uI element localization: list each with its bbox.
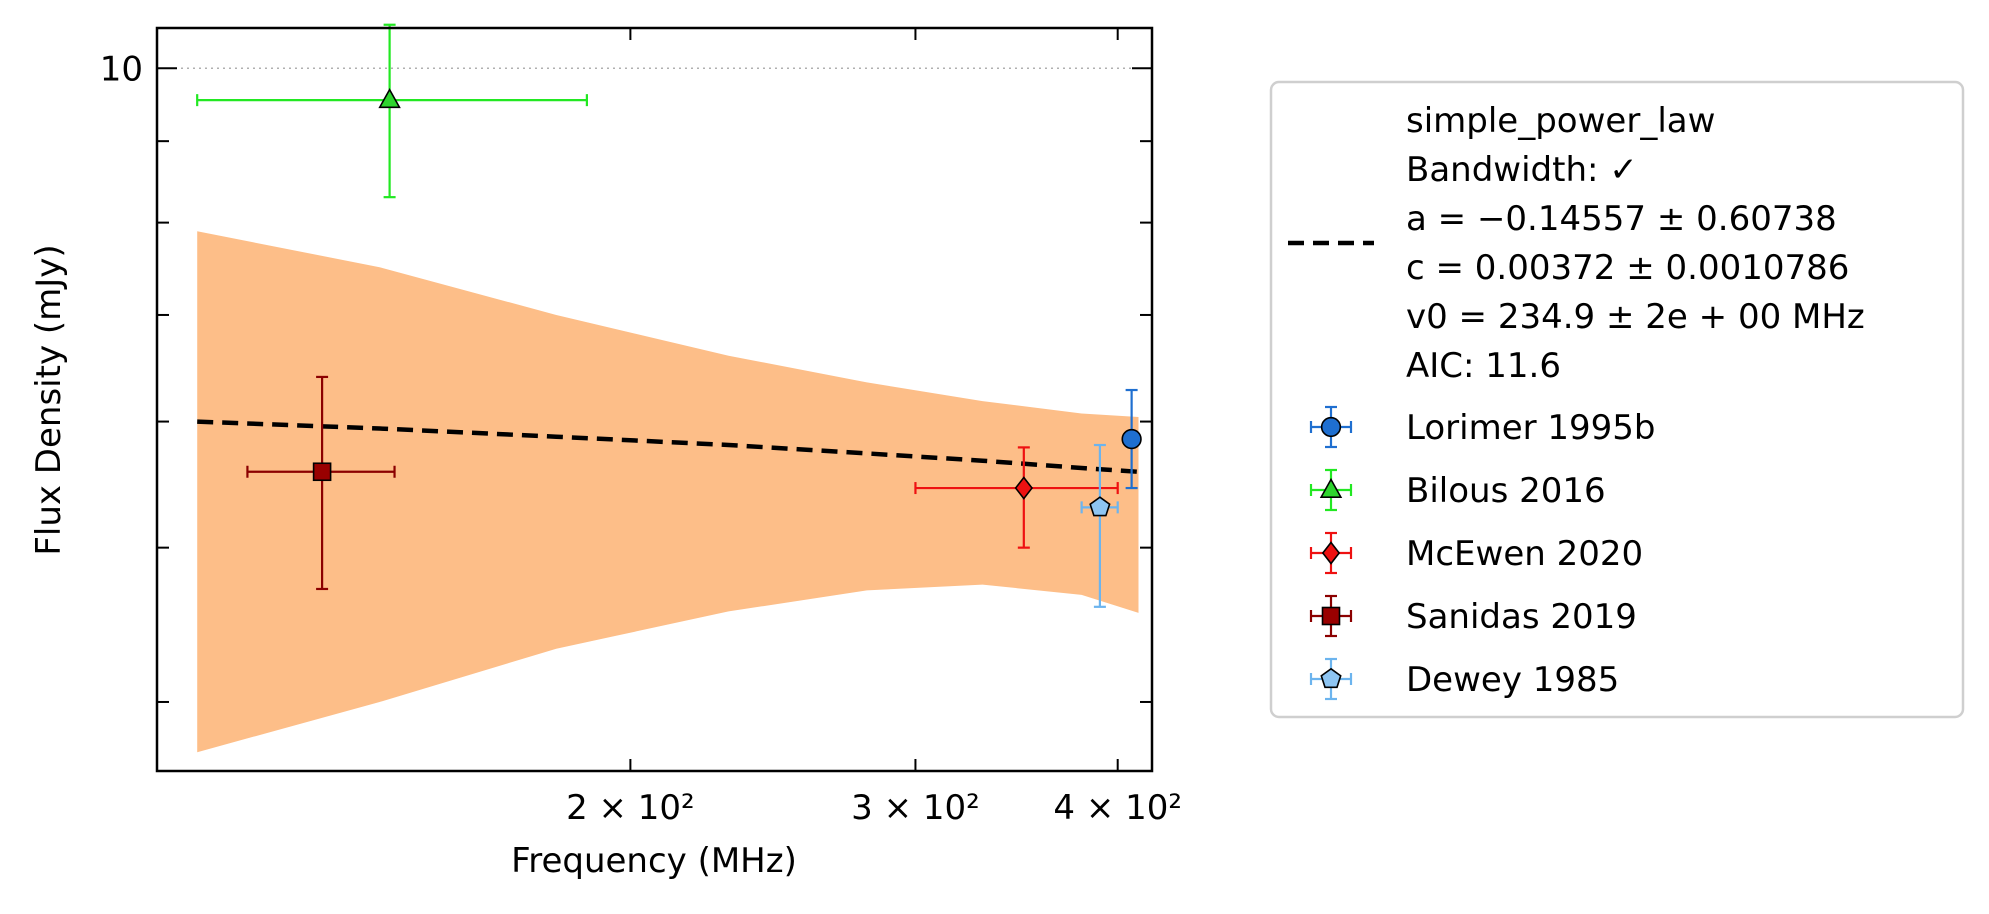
plot-inner <box>157 67 1152 753</box>
legend-marker <box>1321 606 1341 626</box>
legend-entry: Dewey 1985 <box>1309 657 1619 701</box>
legend-box <box>1269 80 1965 719</box>
x-axis-label: Frequency (MHz) <box>511 841 797 881</box>
legend-marker <box>1319 477 1343 498</box>
data-point <box>1089 496 1111 517</box>
legend-entry: Lorimer 1995b <box>1309 405 1656 449</box>
data-point <box>1121 428 1142 450</box>
legend-entry: Bilous 2016 <box>1309 468 1606 512</box>
data-point <box>1014 476 1033 500</box>
legend-label: McEwen 2020 <box>1406 534 1643 574</box>
legend-fit-text: v0 = 234.9 ± 2e + 00 MHz <box>1406 297 1865 337</box>
y-tick-label: 10 <box>100 49 143 89</box>
legend-marker <box>1320 416 1342 438</box>
series-0 <box>1121 388 1142 490</box>
y-axis-label: Flux Density (mJy) <box>29 244 69 555</box>
plot-area <box>157 23 1152 753</box>
legend-marker <box>1321 541 1341 565</box>
axes: 2 × 10² 3 × 10² 4 × 10² 10 <box>100 26 1182 828</box>
series-2 <box>914 446 1119 549</box>
fit-line <box>197 419 1139 475</box>
legend-fit-text: a = −0.14557 ± 0.60738 <box>1406 199 1837 239</box>
legend-label: Lorimer 1995b <box>1406 408 1656 448</box>
legend-fit-text: Bandwidth: ✓ <box>1406 150 1638 190</box>
series-4 <box>1080 443 1119 608</box>
legend-fit-text: simple_power_law <box>1406 101 1715 141</box>
fit-confidence-band <box>197 231 1139 753</box>
data-point <box>312 462 332 482</box>
legend-label: Dewey 1985 <box>1406 660 1619 700</box>
series-3 <box>246 375 396 591</box>
legend: simple_power_law Bandwidth: ✓ a = −0.14557… <box>1269 80 1965 719</box>
data-point <box>378 87 401 109</box>
x-tick-label: 4 × 10² <box>1053 788 1182 828</box>
legend-marker <box>1320 667 1342 689</box>
legend-label: Bilous 2016 <box>1406 471 1606 511</box>
legend-entry: McEwen 2020 <box>1309 531 1643 575</box>
plot-frame <box>155 26 1154 773</box>
series-1 <box>196 23 588 199</box>
legend-label: Sanidas 2019 <box>1406 597 1637 637</box>
legend-fit-text: AIC: 11.6 <box>1406 346 1561 386</box>
legend-fit-text: c = 0.00372 ± 0.0010786 <box>1406 248 1849 288</box>
x-tick-label: 3 × 10² <box>851 788 980 828</box>
legend-entry: Sanidas 2019 <box>1309 594 1637 638</box>
x-tick-label: 2 × 10² <box>566 788 695 828</box>
